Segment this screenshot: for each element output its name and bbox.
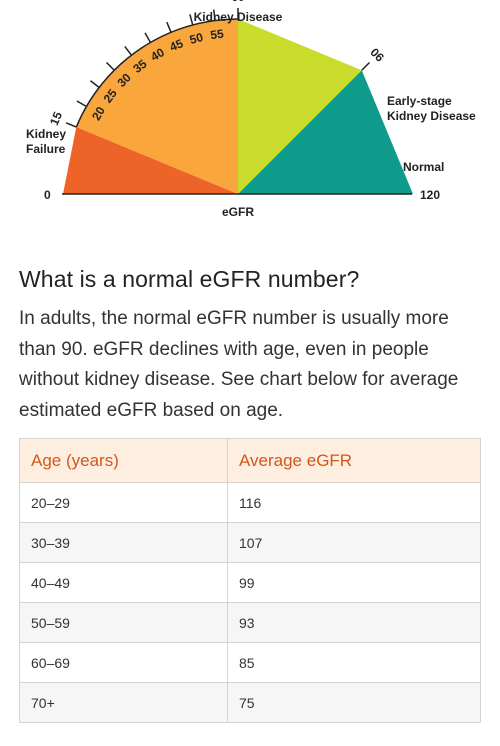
gauge-tick-label: 40: [148, 45, 167, 64]
gauge-wedges: [63, 18, 413, 194]
table-row: 40–49 99: [19, 562, 481, 603]
gauge-tick-label: 60: [231, 0, 245, 4]
age-cell: 40–49: [19, 562, 228, 603]
egfr-cell: 93: [227, 602, 481, 643]
table-header-row: Age (years) Average eGFR: [19, 438, 481, 483]
center-label: eGFR: [222, 205, 254, 219]
gauge-segment-normal: [238, 70, 413, 194]
gauge-segment-kidney-failure: [63, 127, 238, 194]
gauge-tick-label: 45: [168, 36, 186, 54]
age-cell: 30–39: [19, 522, 228, 563]
egfr-cell: 85: [227, 642, 481, 683]
gauge-tick-mark: [89, 80, 100, 89]
gauge-title: Kidney Disease: [194, 10, 283, 24]
scale-min-label: 0: [44, 188, 51, 202]
scale-max-label: 120: [420, 188, 440, 202]
age-cell: 70+: [19, 682, 228, 723]
gauge-tick-mark: [105, 61, 115, 71]
kidney-failure-label-line2: Failure: [26, 142, 66, 156]
gauge-tick-label: 15: [47, 109, 65, 127]
gauge-tick-mark: [166, 21, 172, 33]
column-header-age: Age (years): [19, 438, 228, 483]
gauge-ticks: 1520253035404550556090: [47, 0, 387, 128]
gauge-tick-label: 90: [367, 45, 387, 65]
age-cell: 60–69: [19, 642, 228, 683]
gauge-tick-label: 20: [89, 104, 108, 123]
egfr-cell: 107: [227, 522, 481, 563]
table-row: 70+ 75: [19, 682, 481, 723]
egfr-cell: 99: [227, 562, 481, 603]
intro-paragraph: In adults, the normal eGFR number is usu…: [19, 308, 459, 421]
early-stage-label-line2: Kidney Disease: [387, 109, 476, 123]
gauge-arc-outline: [75, 18, 239, 128]
kidney-failure-label-line1: Kidney: [26, 127, 66, 141]
gauge-tick-mark: [189, 14, 194, 26]
column-header-egfr: Average eGFR: [227, 438, 481, 483]
age-cell: 20–29: [19, 482, 228, 523]
gauge-tick-mark: [76, 100, 87, 108]
age-cell: 50–59: [19, 602, 228, 643]
normal-label: Normal: [403, 160, 444, 174]
table-row: 20–29 116: [19, 482, 481, 523]
egfr-cell: 116: [227, 482, 481, 523]
section-heading: What is a normal eGFR number?: [19, 266, 360, 292]
table-row: 30–39 107: [19, 522, 481, 563]
egfr-age-table: Age (years) Average eGFR 20–29 116 30–39…: [19, 438, 481, 723]
egfr-gauge-chart: 1520253035404550556090 Kidney Disease Ki…: [26, 0, 476, 219]
gauge-segment-kidney-disease: [76, 19, 238, 194]
gauge-tick-mark: [144, 32, 152, 43]
egfr-cell: 75: [227, 682, 481, 723]
gauge-tick-label: 55: [209, 27, 224, 43]
gauge-tick-mark: [212, 9, 216, 21]
gauge-tick-mark: [65, 122, 77, 128]
gauge-tick-mark: [124, 45, 133, 56]
gauge-tick-mark: [361, 61, 371, 71]
gauge-segment-early-stage-kidney-disease: [238, 19, 362, 194]
early-stage-label-line1: Early-stage: [387, 94, 452, 108]
table-row: 60–69 85: [19, 642, 481, 683]
gauge-tick-label: 50: [188, 30, 205, 47]
table-row: 50–59 93: [19, 602, 481, 643]
